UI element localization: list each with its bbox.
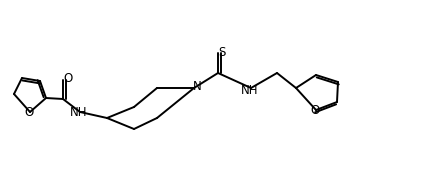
Text: O: O — [63, 72, 73, 86]
Text: S: S — [218, 46, 226, 58]
Text: O: O — [310, 104, 319, 118]
Text: O: O — [24, 106, 34, 120]
Text: N: N — [193, 80, 201, 94]
Text: NH: NH — [241, 84, 259, 96]
Text: NH: NH — [70, 106, 88, 120]
